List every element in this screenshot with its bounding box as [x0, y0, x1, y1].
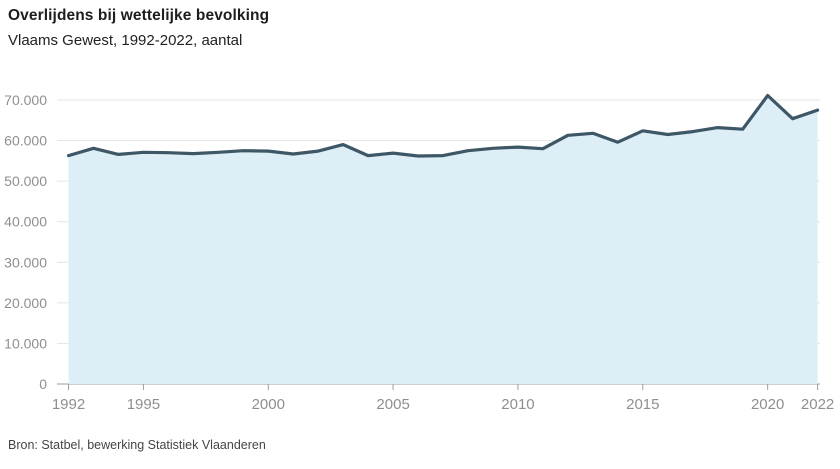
y-axis-tick-label: 10.000	[4, 335, 47, 351]
series-line	[66, 93, 820, 158]
y-axis-tick-label: 50.000	[4, 173, 47, 189]
source-note: Bron: Statbel, bewerking Statistiek Vlaa…	[8, 438, 266, 452]
x-axis-tick-label: 2020	[751, 396, 784, 413]
x-axis-tick-label: 1992	[52, 396, 85, 413]
x-axis-tick-label: 2000	[252, 396, 285, 413]
x-axis-tick-label: 2005	[376, 396, 409, 413]
x-axis-tick-label: 2015	[626, 396, 659, 413]
page-subtitle: Vlaams Gewest, 1992-2022, aantal	[8, 32, 243, 49]
y-axis-tick-label: 40.000	[4, 214, 47, 230]
x-axis-tick-label: 2010	[501, 396, 534, 413]
y-axis-tick-label: 0	[39, 376, 47, 392]
y-axis-tick-label: 70.000	[4, 92, 47, 108]
y-axis-tick-label: 60.000	[4, 133, 47, 149]
x-axis-tick-label: 1995	[127, 396, 160, 413]
line-chart: 0 10.000 20.000 30.000 40.000 50.000 60.000 70.…	[4, 92, 834, 413]
x-axis-tick-label: 2022	[801, 396, 834, 413]
y-axis-tick-label: 30.000	[4, 254, 47, 270]
series-area-fill	[68, 95, 818, 384]
page-title: Overlijdens bij wettelijke bevolking	[8, 7, 270, 24]
y-axis-tick-label: 20.000	[4, 295, 47, 311]
